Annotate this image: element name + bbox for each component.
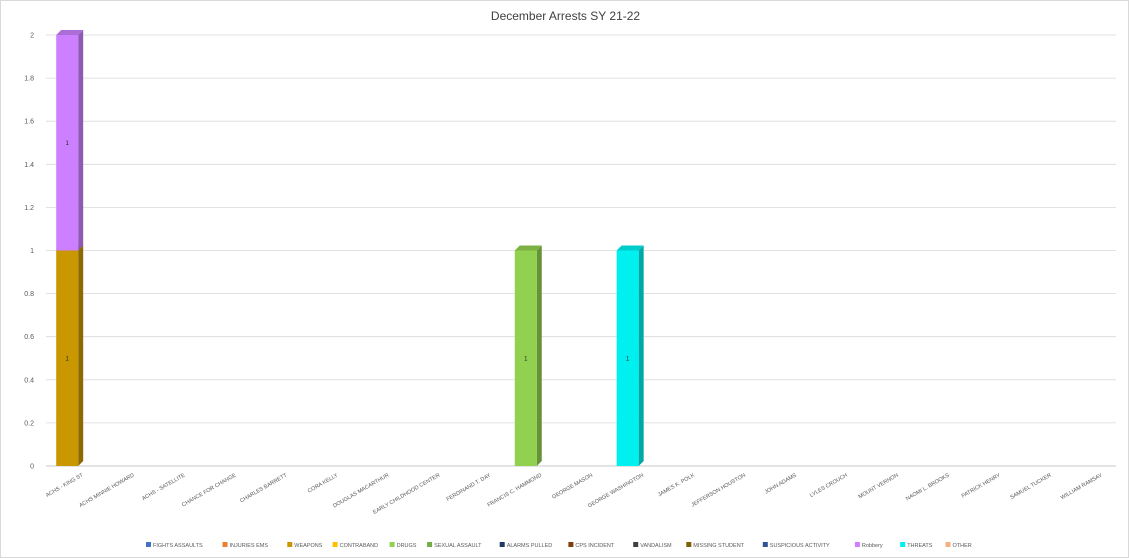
bar-top — [56, 30, 84, 35]
x-tick-label: ACHS - SATELLITE — [141, 472, 187, 502]
chart-title: December Arrests SY 21-22 — [490, 9, 641, 23]
y-tick-label: 1 — [30, 248, 34, 255]
y-tick-label: 1.8 — [24, 76, 34, 83]
legend-label: THREATS — [907, 543, 933, 549]
x-tick-label: WILLIAM RAMSAY — [1060, 472, 1104, 501]
data-label: 1 — [626, 356, 630, 362]
legend-label: ALARMS PULLED — [507, 543, 553, 549]
x-tick-label: GEORGE WASHINGTON — [587, 473, 645, 510]
y-tick-label: 1.2 — [24, 205, 34, 212]
legend-swatch — [633, 542, 639, 547]
legend-label: CPS INCIDENT — [575, 543, 614, 549]
bar — [514, 250, 537, 466]
x-tick-label: CHARLES BARRETT — [239, 472, 289, 504]
x-tick-label: CHANCE FOR CHANGE — [181, 472, 237, 508]
legend-swatch — [499, 542, 505, 547]
legend-label: Robbery — [862, 543, 883, 549]
x-tick-label: NAOMI L. BROOKS — [905, 472, 951, 502]
x-tick-label: FRANCIS C. HAMMOND — [487, 473, 543, 509]
legend-swatch — [146, 542, 151, 547]
y-tick-label: 0.2 — [24, 420, 34, 427]
bar-side — [78, 245, 84, 466]
x-tick-label: JOHN ADAMS — [764, 472, 798, 495]
bar — [56, 35, 79, 251]
bar — [56, 250, 79, 466]
legend-swatch — [427, 542, 433, 547]
legend-swatch — [287, 542, 293, 547]
y-tick-label: 0 — [30, 464, 34, 471]
legend-label: INJURIES EMS — [230, 543, 269, 549]
y-tick-label: 0.4 — [24, 377, 34, 384]
legend-swatch — [945, 542, 951, 547]
x-tick-label: GEORGE MASON — [551, 473, 594, 501]
legend-swatch — [389, 542, 395, 547]
x-tick-label: MOUNT VERNON — [858, 473, 900, 501]
x-tick-label: PATRICK HENRY — [961, 472, 1002, 499]
x-tick-label: DOUGLAS MACARTHUR — [332, 473, 390, 510]
y-tick-label: 0.6 — [24, 334, 34, 341]
legend-label: SEXUAL ASSAULT — [434, 543, 482, 549]
legend-swatch — [686, 542, 692, 547]
x-tick-label: ACHS - KING ST — [45, 472, 85, 499]
legend-swatch — [332, 542, 338, 547]
y-tick-label: 1.4 — [24, 162, 34, 169]
data-label: 1 — [524, 356, 528, 362]
legend-label: FIGHTS ASSAULTS — [153, 543, 203, 549]
legend-label: CONTRABAND — [340, 543, 379, 549]
x-tick-label: JEFFERSON HOUSTON — [690, 473, 746, 509]
x-tick-label: SAMUEL TUCKER — [1009, 473, 1052, 501]
y-tick-label: 2 — [30, 33, 34, 40]
x-tick-label: JAMES K. POLK — [657, 472, 696, 498]
legend-label: WEAPONS — [294, 543, 322, 549]
legend-label: OTHER — [953, 543, 972, 549]
legend-swatch — [900, 542, 906, 547]
bar-side — [78, 30, 84, 251]
y-tick-label: 1.6 — [24, 119, 34, 126]
legend-swatch — [854, 542, 860, 547]
legend-label: DRUGS — [397, 543, 417, 549]
bar-side — [638, 245, 644, 466]
x-tick-label: ACHS MINNIE HOWARD — [78, 473, 135, 509]
y-tick-label: 0.8 — [24, 291, 34, 298]
x-tick-label: LYLES CROUCH — [809, 473, 849, 499]
data-label: 1 — [66, 141, 70, 147]
legend-label: SUSPICIOUS ACTIVITY — [770, 543, 830, 549]
bar-side — [536, 245, 542, 466]
bar — [616, 250, 639, 466]
bar-top — [616, 245, 644, 251]
data-label: 1 — [66, 356, 70, 362]
x-tick-label: FERDINAND T. DAY — [446, 472, 493, 502]
legend-swatch — [762, 542, 768, 547]
legend-swatch — [568, 542, 574, 547]
legend-swatch — [222, 542, 228, 547]
legend-label: VANDALISM — [640, 543, 672, 549]
legend-label: MISSING STUDENT — [693, 543, 744, 549]
x-tick-label: CORA KELLY — [307, 472, 340, 494]
bar-top — [514, 245, 542, 251]
